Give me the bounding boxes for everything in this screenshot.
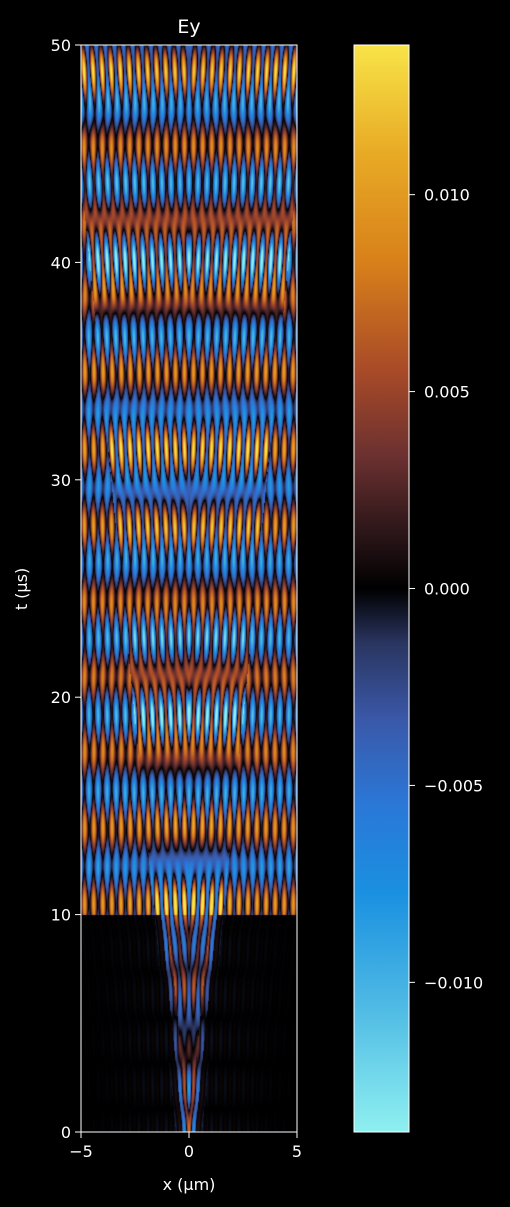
colorbar-tick-label: 0.005 [424,383,470,402]
y-tick-label: 0 [61,1123,71,1142]
x-tick-label: 0 [184,1142,194,1161]
colorbar-tick-label: −0.010 [424,973,483,992]
x-tick-label: −5 [69,1142,93,1161]
x-axis: −5 0 5 [69,1132,302,1161]
colorbar [353,44,410,1133]
heatmap-image [81,45,297,1132]
y-axis-label: t (µs) [12,568,31,610]
colorbar-tick-label: 0.000 [424,580,470,599]
colorbar-tick-label: −0.005 [424,776,483,795]
colorbar-tick-label: 0.010 [424,186,470,205]
y-tick-label: 30 [51,471,71,490]
y-tick-label: 10 [51,906,71,925]
heatmap [81,45,297,1132]
y-tick-label: 50 [51,36,71,55]
x-tick-label: 5 [292,1142,302,1161]
chart-title: Ey [177,16,200,38]
y-tick-label: 40 [51,253,71,272]
x-axis-label: x (µm) [163,1175,216,1194]
y-axis: 0 10 20 30 40 50 [51,36,81,1142]
colorbar-axis: 0.010 0.005 0.000 −0.005 −0.010 [409,186,483,992]
y-tick-label: 20 [51,688,71,707]
